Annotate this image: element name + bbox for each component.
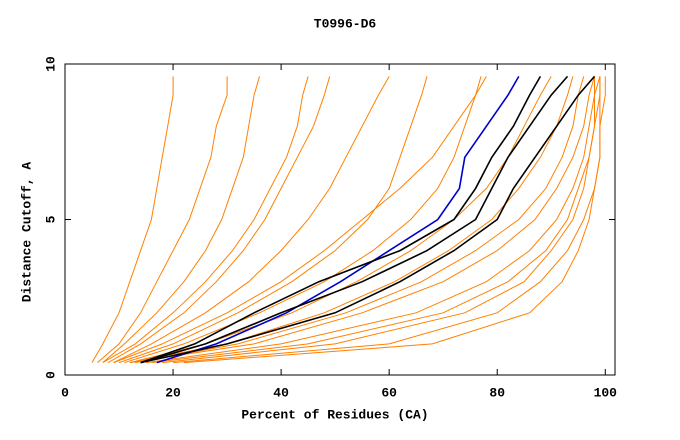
gdt-line — [183, 76, 606, 364]
gdt-line — [102, 76, 309, 364]
y-tick-label: 5 — [43, 215, 58, 223]
y-tick-label: 10 — [43, 56, 58, 72]
y-axis-title: Distance Cutoff, A — [19, 162, 34, 303]
gdt-line — [140, 75, 542, 364]
gdt-line — [173, 76, 601, 364]
gdt-line — [113, 76, 487, 364]
x-tick-label: 80 — [489, 385, 505, 400]
y-tick-label: 0 — [43, 371, 58, 379]
gdt-line — [129, 76, 595, 364]
gdt-line — [102, 76, 260, 363]
x-tick-label: 40 — [273, 385, 289, 400]
gdt-line — [129, 76, 574, 364]
gdt-line — [162, 76, 601, 364]
gdt-line — [118, 76, 428, 364]
x-axis-title: Percent of Residues (CA) — [241, 407, 428, 422]
gdt-line — [156, 75, 520, 364]
gdt-line — [140, 75, 596, 364]
gdt-line — [97, 76, 228, 363]
gdt-line — [140, 75, 569, 364]
gdt-line — [91, 76, 174, 363]
x-tick-label: 20 — [165, 385, 181, 400]
gdt-line — [151, 76, 601, 364]
gdt-line — [107, 76, 331, 364]
gdt-line — [145, 76, 595, 364]
x-tick-label: 100 — [594, 385, 618, 400]
x-tick-label: 60 — [381, 385, 397, 400]
chart-title: T0996-D6 — [314, 16, 377, 31]
gdt-line — [135, 76, 585, 364]
x-tick-label: 0 — [61, 385, 69, 400]
gdt-line — [113, 76, 390, 364]
